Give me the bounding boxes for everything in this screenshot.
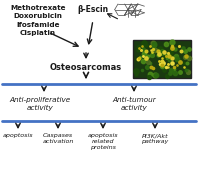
Text: apoptosis
related
proteins: apoptosis related proteins (88, 133, 118, 150)
Text: Caspases
activation: Caspases activation (42, 133, 74, 144)
Text: Anti-proliferative
activity: Anti-proliferative activity (9, 97, 71, 111)
Text: Anti-tumour
activity: Anti-tumour activity (112, 97, 156, 111)
Text: PI3K/Akt
pathway: PI3K/Akt pathway (141, 133, 169, 144)
Text: Osteosarcomas: Osteosarcomas (50, 63, 122, 72)
Text: β-Escin: β-Escin (77, 5, 109, 14)
Bar (133, 40, 191, 78)
Text: apoptosis: apoptosis (3, 133, 33, 138)
Text: Methotrexate
Doxorubicin
Ifosfamide
Cisplatin: Methotrexate Doxorubicin Ifosfamide Cisp… (10, 5, 66, 36)
